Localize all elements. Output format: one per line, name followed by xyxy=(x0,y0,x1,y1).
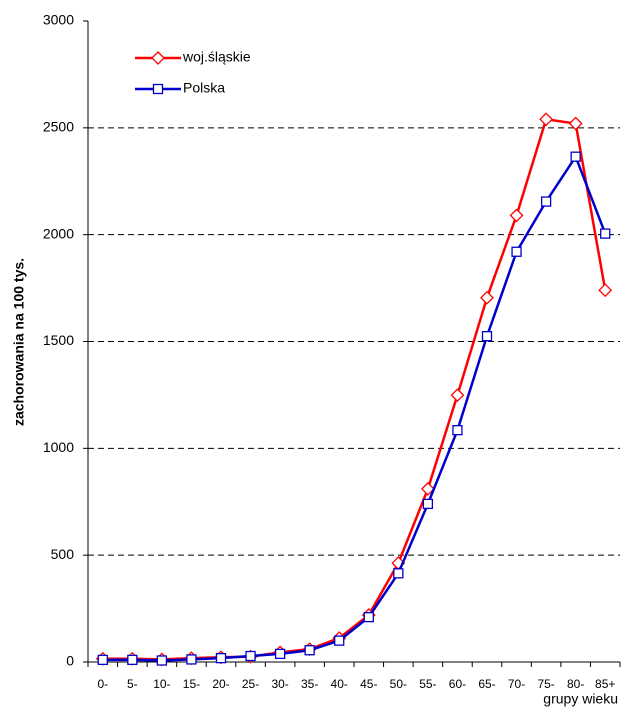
data-point xyxy=(420,482,435,496)
x-tick-label: 50- xyxy=(390,677,407,691)
legend-label: woj.śląskie xyxy=(182,49,251,65)
data-point xyxy=(539,112,554,127)
data-point xyxy=(156,655,168,666)
legend-marker xyxy=(151,51,165,65)
x-tick-label: 85+ xyxy=(595,677,615,691)
x-tick-label: 70- xyxy=(508,677,525,691)
data-point xyxy=(245,650,256,662)
y-axis-label: zachorowania na 100 tys. xyxy=(11,258,27,426)
data-point xyxy=(450,388,465,403)
x-tick-label: 75- xyxy=(537,677,554,691)
data-point xyxy=(186,654,197,665)
x-tick-label: 10- xyxy=(153,677,170,691)
y-tick-label: 500 xyxy=(51,546,75,562)
x-tick-label: 35- xyxy=(301,677,318,691)
data-point xyxy=(97,654,108,666)
data-point xyxy=(452,425,463,436)
data-point xyxy=(509,208,524,223)
data-point xyxy=(568,116,583,131)
y-tick-label: 3000 xyxy=(43,12,74,28)
data-point xyxy=(481,331,493,342)
data-point xyxy=(570,151,581,162)
data-point xyxy=(363,611,374,623)
data-point xyxy=(127,654,138,666)
data-point xyxy=(480,290,494,305)
data-point xyxy=(304,645,315,656)
data-point xyxy=(511,246,522,257)
x-tick-label: 60- xyxy=(449,677,466,691)
y-tick-label: 1000 xyxy=(43,439,74,455)
y-tick-label: 0 xyxy=(66,653,74,669)
x-tick-label: 65- xyxy=(478,677,495,691)
x-tick-label: 15- xyxy=(183,677,200,691)
data-point xyxy=(600,228,611,239)
series-line xyxy=(102,117,607,661)
x-tick-label: 45- xyxy=(360,677,377,691)
y-tick-label: 2500 xyxy=(43,119,74,135)
x-tick-label: 40- xyxy=(331,677,348,691)
x-tick-label: 25- xyxy=(242,677,259,691)
legend-label: Polska xyxy=(183,80,225,96)
x-tick-label: 30- xyxy=(271,677,288,691)
x-tick-label: 55- xyxy=(419,677,436,691)
y-tick-label: 2000 xyxy=(43,225,74,241)
x-tick-label: 5- xyxy=(127,677,138,691)
y-tick-label: 1500 xyxy=(43,332,74,348)
data-point xyxy=(393,568,404,579)
legend-marker xyxy=(152,83,164,95)
x-tick-label: 80- xyxy=(567,677,584,691)
data-point xyxy=(422,498,434,510)
x-tick-label: 0- xyxy=(97,677,108,691)
x-axis-label: grupy wieku xyxy=(543,691,618,707)
data-point xyxy=(215,653,227,664)
data-point xyxy=(334,635,345,646)
data-point xyxy=(274,648,286,660)
x-tick-label: 20- xyxy=(212,677,229,691)
series-line xyxy=(102,153,607,662)
data-point xyxy=(540,196,552,207)
data-point xyxy=(598,283,613,298)
